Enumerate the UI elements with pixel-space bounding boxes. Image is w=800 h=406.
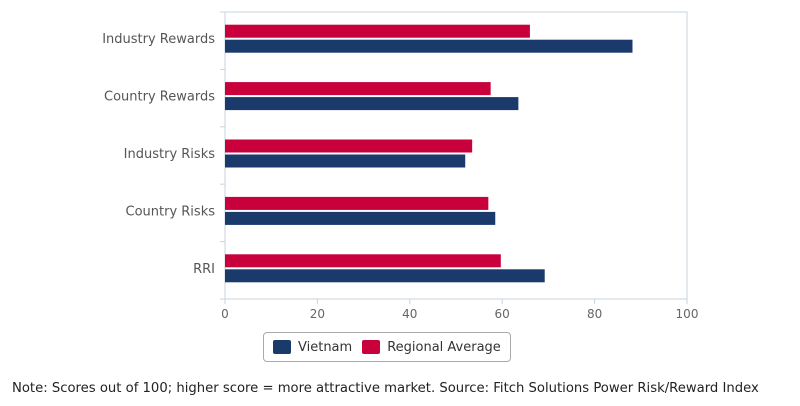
category-ticks bbox=[220, 11, 225, 300]
legend-swatch-regional-average bbox=[362, 340, 381, 354]
legend-label-vietnam: Vietnam bbox=[298, 339, 353, 355]
category-label-rri: RRI bbox=[193, 262, 215, 277]
x-tick-label-60: 60 bbox=[495, 307, 510, 321]
x-tick-label-40: 40 bbox=[402, 307, 417, 321]
x-tick-label-80: 80 bbox=[587, 307, 602, 321]
x-tick-label-20: 20 bbox=[310, 307, 325, 321]
category-labels: Industry Rewards Country Rewards Industry … bbox=[102, 32, 215, 277]
bar-chart: Industry Rewards Country Rewards Industry … bbox=[102, 11, 698, 321]
bar-regional-average-industry-risks[interactable] bbox=[225, 139, 473, 153]
x-tick-label-100: 100 bbox=[676, 307, 699, 321]
bar-vietnam-industry-risks[interactable] bbox=[225, 154, 466, 168]
category-label-country-risks: Country Risks bbox=[126, 204, 216, 219]
bars bbox=[225, 24, 633, 283]
bar-vietnam-country-risks[interactable] bbox=[225, 211, 496, 225]
bar-regional-average-industry-rewards[interactable] bbox=[225, 24, 530, 38]
bar-regional-average-country-rewards[interactable] bbox=[225, 82, 491, 96]
bar-regional-average-rri[interactable] bbox=[225, 254, 501, 268]
category-label-country-rewards: Country Rewards bbox=[104, 90, 215, 105]
legend: Vietnam Regional Average bbox=[263, 332, 511, 362]
bar-vietnam-country-rewards[interactable] bbox=[225, 97, 519, 111]
bar-vietnam-rri[interactable] bbox=[225, 269, 545, 283]
legend-swatch-vietnam bbox=[273, 340, 291, 354]
bar-regional-average-country-risks[interactable] bbox=[225, 196, 489, 210]
category-label-industry-risks: Industry Risks bbox=[124, 147, 216, 162]
legend-item-vietnam[interactable]: Vietnam bbox=[273, 340, 352, 355]
legend-label-regional-average: Regional Average bbox=[387, 339, 501, 355]
x-axis-ticks: 0 20 40 60 80 100 bbox=[221, 299, 698, 321]
bar-vietnam-industry-rewards[interactable] bbox=[225, 39, 633, 53]
chart-note: Note: Scores out of 100; higher score = … bbox=[12, 381, 759, 396]
category-label-industry-rewards: Industry Rewards bbox=[102, 32, 215, 47]
x-tick-label-0: 0 bbox=[221, 307, 229, 321]
legend-item-regional-average[interactable]: Regional Average bbox=[362, 340, 501, 355]
